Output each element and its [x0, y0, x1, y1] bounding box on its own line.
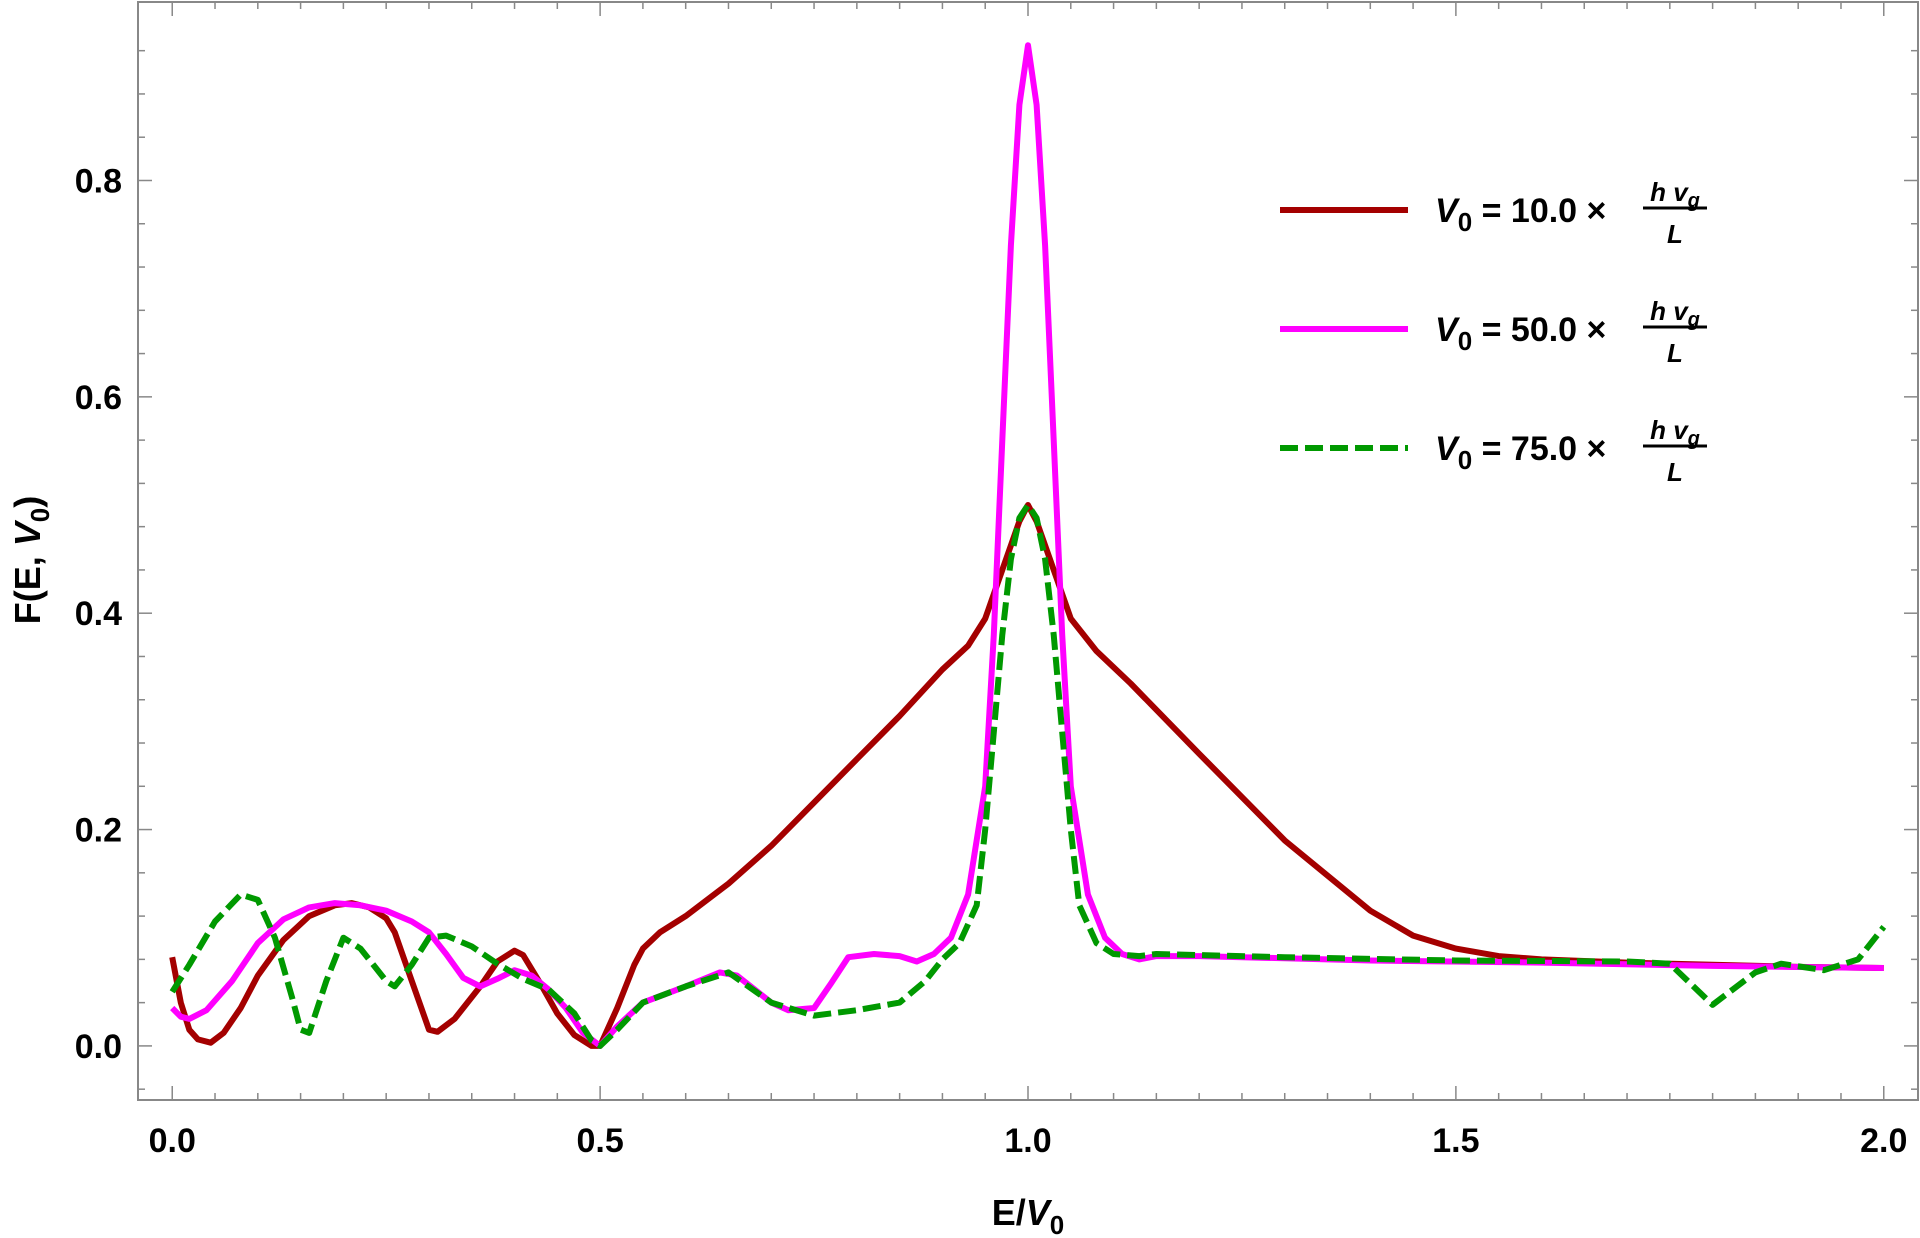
y-tick-label: 0.0: [75, 1028, 122, 1066]
x-axis-label-sub: 0: [1050, 1210, 1064, 1238]
legend-value: = 75.0 ×: [1472, 430, 1606, 468]
legend-sub: 0: [1458, 445, 1472, 475]
legend-fraction-denominator: L: [1667, 219, 1683, 249]
x-axis-label: E/V0: [992, 1192, 1065, 1238]
legend-label-1: V0 = 10.0 ×: [1435, 192, 1606, 237]
x-tick-label: 1.5: [1432, 1122, 1479, 1160]
x-tick-label: 2.0: [1860, 1122, 1907, 1160]
series-lines: [169, 42, 1887, 1049]
legend-var: V: [1435, 192, 1461, 230]
legend-label-2: V0 = 50.0 ×: [1435, 311, 1606, 356]
legend-var: V: [1435, 311, 1461, 349]
x-axis-label-main: E/: [992, 1192, 1026, 1233]
y-tick-label: 0.8: [75, 162, 122, 200]
plot-frame: [137, 1, 1919, 1101]
x-axis-ticks: 0.0 0.5 1.0 1.5 2.0: [149, 2, 1907, 1160]
x-axis-label-var: V: [1026, 1192, 1053, 1233]
legend-sub: 0: [1458, 207, 1472, 237]
y-axis-ticks: 0.0 0.2 0.4 0.6 0.8: [75, 49, 1918, 1090]
legend-fraction-denominator: L: [1667, 457, 1683, 487]
y-tick-label: 0.2: [75, 812, 122, 850]
series-line-2: [170, 42, 1884, 1049]
legend-var: V: [1435, 430, 1461, 468]
y-tick-label: 0.4: [75, 595, 122, 633]
legend-fraction-numerator: h vg: [1650, 177, 1700, 212]
y-axis-label: F(E, V0): [7, 496, 55, 624]
x-tick-label: 0.0: [149, 1122, 196, 1160]
series-line-3: [169, 502, 1887, 1049]
y-axis-label-sub: 0: [25, 508, 55, 522]
y-tick-label: 0.6: [75, 379, 122, 417]
legend-value: = 50.0 ×: [1472, 311, 1606, 349]
y-axis-label-var: V: [7, 519, 48, 546]
x-tick-label: 1.0: [1004, 1122, 1051, 1160]
legend-sub: 0: [1458, 326, 1472, 356]
legend-value: = 10.0 ×: [1472, 192, 1606, 230]
series-line-1: [169, 502, 1884, 1049]
legend-label-3: V0 = 75.0 ×: [1435, 430, 1606, 475]
legend-fraction-denominator: L: [1667, 338, 1683, 368]
x-tick-label: 0.5: [576, 1122, 623, 1160]
y-axis-label-post: ): [7, 496, 48, 508]
y-axis-label-pre: F(E,: [7, 546, 48, 624]
